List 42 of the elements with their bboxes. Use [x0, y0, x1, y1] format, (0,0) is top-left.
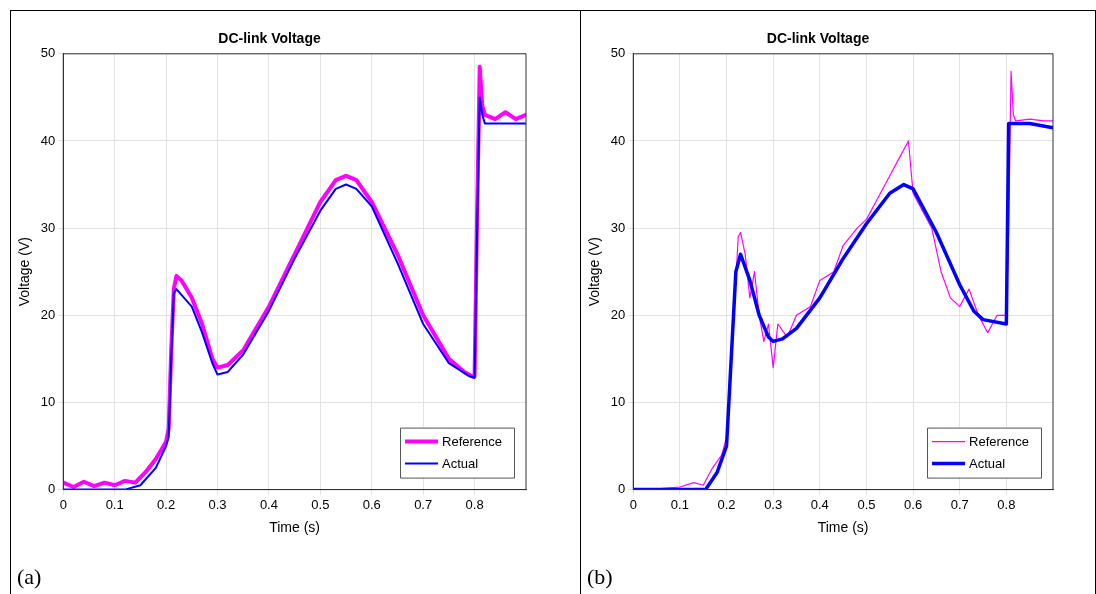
text: (a)	[17, 564, 42, 590]
x-tick-label: 0.2	[157, 496, 176, 512]
x-tick-label: 0.4	[810, 496, 829, 512]
y-tick-label: 20	[40, 306, 56, 322]
x-tick-label: 0.6	[362, 496, 381, 512]
y-axis-title: Voltage (V)	[586, 237, 603, 307]
x-axis-title: Time (s)	[269, 519, 321, 536]
x-tick-label: 0.5	[311, 496, 330, 512]
y-axis-title: Voltage (V)	[16, 237, 33, 307]
x-tick-label: 0	[629, 496, 637, 512]
legend-label: Actual	[969, 456, 1006, 472]
x-tick-label: 0.8	[997, 496, 1016, 512]
y-tick-label: 50	[610, 45, 626, 61]
y-tick-label: 0	[48, 481, 56, 497]
legend-label: Actual	[442, 456, 479, 472]
legend-label: Reference	[442, 434, 503, 450]
y-tick-label: 20	[610, 306, 626, 322]
x-tick-label: 0.6	[904, 496, 923, 512]
y-tick-label: 30	[40, 219, 56, 235]
x-tick-label: 0.4	[259, 496, 278, 512]
x-tick-label: 0.2	[717, 496, 736, 512]
y-tick-label: 10	[40, 394, 56, 410]
x-axis-title: Time (s)	[817, 519, 869, 536]
chart-title: DC-link Voltage	[218, 30, 321, 47]
x-tick-label: 0.7	[950, 496, 969, 512]
y-tick-label: 40	[610, 132, 626, 148]
x-tick-label: 0.8	[465, 496, 484, 512]
x-tick-label: 0	[59, 496, 67, 512]
y-tick-label: 0	[618, 481, 626, 497]
x-tick-label: 0.1	[105, 496, 124, 512]
x-tick-label: 0.3	[764, 496, 783, 512]
y-tick-label: 10	[610, 394, 626, 410]
x-tick-label: 0.7	[414, 496, 433, 512]
y-tick-label: 50	[40, 45, 56, 61]
text: (b)	[587, 564, 613, 590]
x-tick-label: 0.3	[208, 496, 227, 512]
legend-label: Reference	[969, 434, 1030, 450]
x-tick-label: 0.5	[857, 496, 876, 512]
y-tick-label: 30	[610, 219, 626, 235]
chart-title: DC-link Voltage	[766, 30, 870, 47]
y-tick-label: 40	[40, 132, 56, 148]
x-tick-label: 0.1	[670, 496, 689, 512]
